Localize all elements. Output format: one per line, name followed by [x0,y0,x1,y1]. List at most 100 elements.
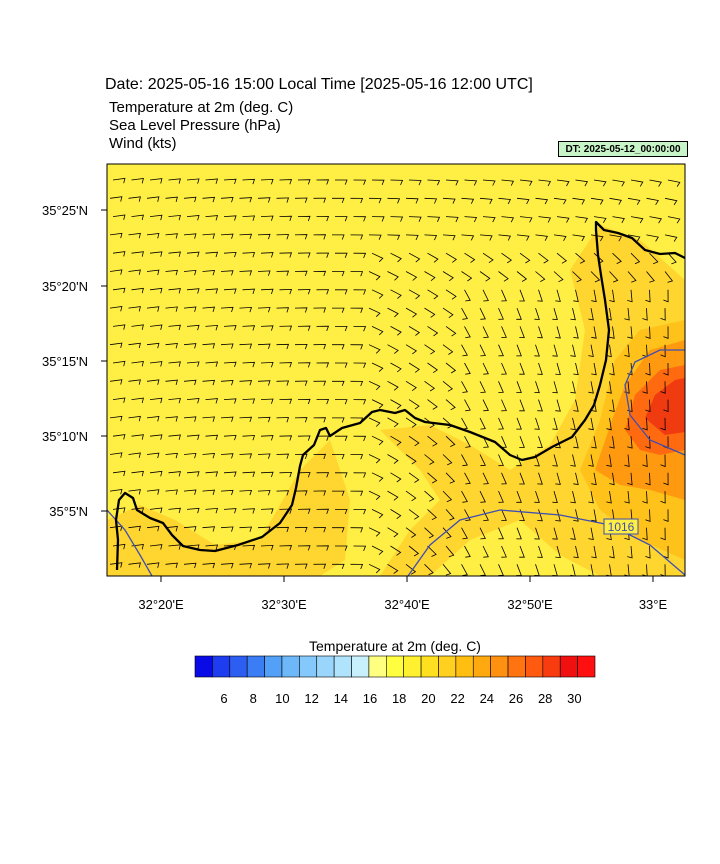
wind-barb [573,509,579,522]
wind-barb [128,232,141,239]
wind-barb [405,490,417,502]
wind-barb [424,380,436,392]
wind-barb [501,252,513,264]
wind-barb [128,415,141,422]
wind-barb [519,362,525,375]
wind-barb [332,307,345,313]
wind-barb [350,527,364,533]
wind-barb [645,509,651,522]
wind-barb [146,342,160,349]
wind-barb [609,545,615,559]
wind-barb [353,362,367,368]
wind-barb [183,196,197,203]
wind-barb [371,362,384,372]
wind-barb [387,527,399,538]
wind-barb [424,490,435,502]
wind-barb [519,179,533,186]
wind-barb [294,234,308,240]
wind-barb [645,472,651,486]
wind-barb [534,381,540,394]
wind-barb [242,252,256,258]
wind-barb [223,508,237,514]
wind-barb [279,545,293,551]
lon-labels: 32°20'E 32°30'E 32°40'E 32°50'E 33°E [138,597,667,612]
wind-barb [146,379,160,385]
wind-barb [350,344,364,350]
wind-barb [627,326,633,339]
wind-barb [165,526,178,532]
wind-barb [202,343,216,349]
wind-barb [575,179,589,187]
colorbar-cell [264,655,283,678]
wind-barb [223,251,237,258]
wind-barb [205,251,219,258]
wind-barb [387,271,399,281]
wind-barb [534,527,540,540]
wind-barb [146,452,160,459]
wind-barb [353,326,367,332]
wind-barb [335,399,348,405]
wind-barb [109,415,123,422]
wind-barb [313,344,327,350]
wind-barb [642,417,648,431]
temperature-field [107,164,685,576]
wind-barb [165,306,178,312]
wind-barb [146,196,160,202]
wind-barb [482,216,496,223]
wind-barb [202,270,216,276]
wind-barb [242,435,256,441]
wind-barb [128,562,141,568]
wind-barb [570,344,576,357]
wind-barb [276,526,290,533]
wind-barb [131,397,144,404]
wind-barb [573,289,579,302]
wind-barb [573,326,579,339]
wind-barb [627,289,633,303]
wind-barb [498,417,504,430]
wind-barb [519,216,533,223]
wind-barb [660,491,666,504]
wind-barb [313,270,327,277]
wind-barb [131,544,144,550]
wind-barb [609,436,615,449]
wind-barb [313,307,327,313]
wind-barb [553,197,567,205]
colorbar-tick-label: 8 [250,691,257,706]
wind-barb [186,251,200,258]
wind-barb [442,344,454,355]
wind-barb [427,289,439,300]
wind-barb [297,325,311,331]
wind-barb [350,563,364,570]
wind-barb [501,472,507,485]
wind-barb [591,509,597,522]
wind-barb [353,435,367,442]
wind-barb [316,435,330,441]
wind-barb [442,564,452,576]
wind-barb [257,270,271,276]
wind-barb [350,380,364,387]
wind-barb [242,544,256,551]
wind-barb [519,289,525,302]
wind-barb [168,507,181,514]
wind-barb [445,545,455,558]
wind-barb [257,563,271,569]
wind-barb [332,271,345,277]
wind-barb [335,509,348,515]
colorbar-tick-label: 16 [363,691,377,706]
wind-barb [316,215,330,222]
wind-barb [461,490,468,503]
wind-barb [479,490,486,503]
wind-barb [276,563,290,569]
wind-barb [368,527,381,537]
axis-ticks [101,209,654,582]
wind-barb [183,306,197,312]
wind-barb [663,289,669,303]
wind-barb [371,435,384,446]
wind-barb [276,270,290,276]
wind-barb [570,381,576,394]
wind-barb [131,470,144,477]
wind-barb [482,289,489,302]
wind-barb [461,381,468,393]
wind-barb [128,525,141,532]
wind-barb [257,490,271,496]
